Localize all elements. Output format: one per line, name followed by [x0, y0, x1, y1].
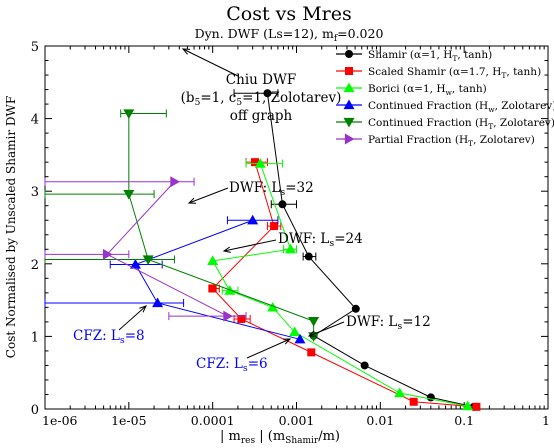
- annotation-arrow-head: [139, 305, 147, 313]
- x-tick-label: 0.01: [366, 413, 394, 428]
- series-2-line: [211, 163, 468, 407]
- legend-marker: [343, 82, 355, 93]
- legend-entry-label: Borici (α=1, Hw, tanh): [368, 83, 487, 97]
- x-tick-label: 0.1: [454, 413, 474, 428]
- data-point: [294, 333, 306, 344]
- series-5: [44, 176, 247, 322]
- legend-marker: [345, 50, 353, 58]
- legend-marker: [343, 99, 355, 110]
- data-point: [472, 402, 481, 411]
- data-point: [278, 200, 287, 209]
- annotation-arrow: [308, 321, 345, 337]
- data-point: [426, 393, 435, 402]
- x-tick-label: 1e-05: [111, 413, 146, 428]
- series-3-line: [134, 219, 301, 340]
- data-point: [263, 89, 272, 98]
- annotation-arrow-head: [282, 338, 292, 345]
- data-point: [289, 326, 301, 337]
- data-point: [129, 259, 141, 269]
- x-tick-label: 1e-06: [42, 413, 78, 428]
- data-point: [409, 397, 418, 406]
- annotation-dwf32: DWF: Ls=32: [229, 180, 314, 198]
- legend: Shamir (α=1, HT, tanh) Scaled Shamir (α=1…: [336, 49, 554, 148]
- annotation-arrow: [223, 239, 277, 252]
- chart-subtitle: Dyn. DWF (Ls=12), mf=0.020: [195, 26, 384, 44]
- y-tick-label: 3: [31, 185, 39, 200]
- data-point: [351, 304, 360, 313]
- data-point: [247, 214, 259, 225]
- data-point: [304, 252, 313, 261]
- legend-entry-label: Partial Fraction (HT, Zolotarev): [368, 134, 535, 148]
- x-tick-label: 0.0001: [191, 413, 235, 428]
- data-point: [102, 248, 113, 260]
- annotation-dwf24: DWF: Ls=24: [278, 231, 363, 249]
- data-point: [254, 158, 266, 168]
- data-point: [223, 310, 233, 322]
- series-layer: [44, 89, 481, 411]
- annotation-chiu-line1: Chiu DWF: [226, 72, 296, 88]
- legend-entry-label: Scaled Shamir (α=1.7, HT, tanh): [368, 66, 541, 80]
- data-point: [285, 243, 297, 254]
- annotation-dwf12: DWF: Ls=12: [346, 314, 431, 332]
- legend-marker: [344, 133, 355, 145]
- data-point: [123, 109, 135, 120]
- data-point: [394, 387, 406, 398]
- series-3: [44, 214, 306, 344]
- y-tick-label: 1: [31, 330, 39, 345]
- annotation-arrow: [188, 187, 229, 204]
- legend-entry-label: Shamir (α=1, HT, tanh): [368, 49, 492, 63]
- legend-entry-label: Continued Fraction (Hw, Zolotarev): [368, 100, 554, 114]
- annotation-arrow-head: [181, 48, 191, 55]
- data-point: [237, 314, 246, 323]
- annotation-cfz8: CFZ: Ls=8: [73, 328, 145, 346]
- annotation-chiu-line2: (b5=1, c5=1, Zolotarev): [181, 90, 342, 108]
- y-axis-label: Cost Normalised by Unscaled Shamir DWF: [4, 96, 18, 358]
- y-tick-label: 4: [31, 113, 39, 128]
- annotation-cfz6: CFZ: Ls=6: [196, 356, 268, 374]
- annotations: Chiu DWF (b5=1, c5=1, Zolotarev)off graph…: [73, 48, 431, 374]
- series-2: [207, 158, 474, 411]
- x-axis-label: | mres | (mShamir/m): [220, 429, 340, 446]
- annotation-arrow: [246, 338, 291, 359]
- data-point: [270, 222, 279, 231]
- data-point: [267, 301, 279, 312]
- legend-entry-label: Continued Fraction (HT, Zolotarev): [368, 117, 554, 131]
- annotation-arrow-head: [307, 330, 317, 337]
- data-point: [307, 348, 316, 357]
- y-tick-label: 5: [31, 40, 39, 55]
- series-0-line: [266, 93, 474, 408]
- data-point: [123, 189, 135, 200]
- annotation-arrow-head: [187, 197, 197, 204]
- data-point: [360, 361, 369, 370]
- x-axis: 1e-06 1e-05 0.0001 0.001 0.01 0.1 1: [42, 46, 550, 428]
- series-1: [208, 158, 481, 411]
- annotation-arrow-head: [222, 246, 231, 253]
- annotation-chiu-line3: off graph: [230, 108, 293, 124]
- data-point: [308, 317, 320, 327]
- x-tick-label: 0.001: [279, 413, 315, 428]
- series-5-line: [106, 181, 228, 317]
- annotation-arrow: [182, 48, 239, 77]
- data-point: [462, 400, 474, 411]
- y-tick-label: 2: [31, 258, 39, 273]
- data-point: [207, 255, 219, 266]
- x-tick-label: 1: [542, 413, 550, 428]
- y-axis: 0 1 2 3 4 5: [31, 40, 548, 418]
- data-point: [170, 176, 180, 188]
- data-point: [142, 255, 154, 265]
- legend-marker: [345, 67, 353, 75]
- annotation-arrow: [118, 305, 147, 331]
- data-point: [152, 297, 164, 308]
- data-point: [208, 284, 217, 293]
- legend-marker: [343, 117, 355, 128]
- chart-title: Cost vs Mres: [226, 3, 351, 25]
- y-tick-label: 0: [31, 403, 39, 418]
- data-point: [251, 158, 260, 167]
